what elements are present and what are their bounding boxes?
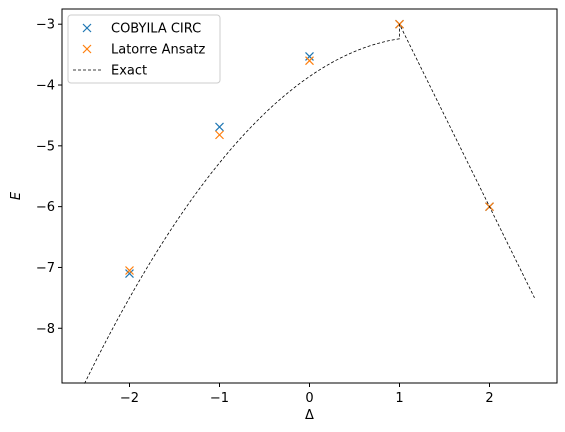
legend-entry: Latorre Ansatz (82, 43, 206, 58)
series-2 (84, 24, 535, 384)
data-point (215, 122, 224, 132)
legend-marker-icon (82, 23, 92, 33)
x-axis: −2 −1 0 1 2 (120, 383, 494, 406)
data-point (125, 269, 134, 278)
x-axis-label: Δ (305, 408, 314, 423)
data-point (305, 52, 314, 61)
data-point (125, 266, 134, 275)
legend: COBYILA CIRC Latorre Ansatz Exact (67, 14, 221, 84)
exact-line (84, 24, 535, 384)
legend-box (67, 14, 221, 84)
legend-marker-icon (82, 44, 92, 54)
legend-entry: COBYILA CIRC (82, 22, 201, 37)
y-tick-label: −6 (36, 200, 55, 215)
legend-label: Latorre Ansatz (111, 43, 206, 58)
series-layer (84, 19, 535, 384)
y-tick-label: −8 (36, 322, 55, 337)
y-tick-label: −7 (36, 261, 55, 276)
y-tick-label: −3 (36, 18, 55, 33)
x-tick-label: 2 (485, 391, 493, 406)
x-tick-label: 1 (395, 391, 403, 406)
legend-label: Exact (111, 64, 147, 79)
legend-label: COBYILA CIRC (111, 22, 201, 37)
data-point (215, 130, 224, 140)
x-tick-label: −2 (120, 391, 139, 406)
x-tick-label: 0 (305, 391, 313, 406)
y-axis: −8 −7 −6 −5 −4 −3 (36, 18, 62, 337)
y-axis-label: E (9, 191, 24, 200)
x-tick-label: −1 (210, 391, 229, 406)
data-point (305, 56, 314, 66)
plot-area: −2 −1 0 1 2 −8 −7 −6 −5 −4 −3 (36, 8, 558, 406)
y-tick-label: −5 (36, 139, 55, 154)
legend-entry: Exact (73, 64, 147, 79)
y-tick-label: −4 (36, 79, 55, 94)
